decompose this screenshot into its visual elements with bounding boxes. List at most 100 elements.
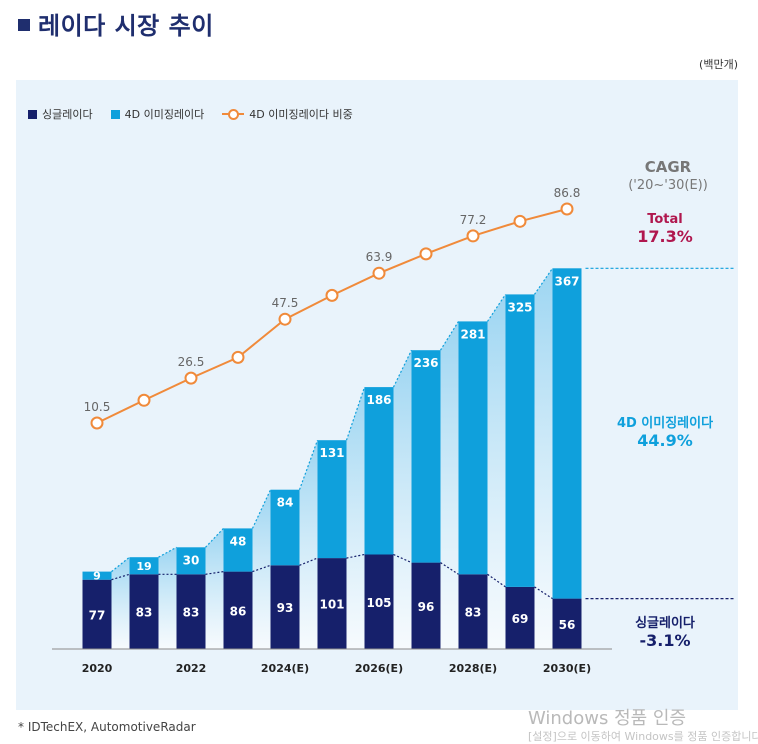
bar-single-value-label: 93 [277, 601, 294, 615]
total-trend-dotted-line [392, 349, 413, 388]
single-trend-dotted-line [299, 557, 318, 566]
bar-single [411, 562, 441, 649]
bar-imaging [505, 294, 535, 587]
bar-single [364, 554, 394, 649]
bar-connector [346, 387, 365, 649]
single-trend-dotted-line [346, 553, 365, 559]
title-square-icon [18, 19, 30, 31]
bar-single [317, 558, 347, 649]
x-tick-label: 2026(E) [355, 662, 403, 675]
bar-single-value-label: 83 [465, 606, 482, 620]
x-tick-label: 2022 [176, 662, 207, 675]
chart-legend: 싱글레이다 4D 이미징레이다 4D 이미징레이다 비중 [28, 106, 353, 122]
share-series-point [231, 350, 245, 364]
bar-single-value-label: 83 [136, 606, 153, 620]
bar-imaging-value-label: 281 [460, 327, 485, 341]
legend-imaging-swatch [110, 109, 120, 119]
bar-single [458, 574, 488, 649]
cagr-single-value: -3.1% [639, 631, 691, 650]
cagr-range: ('20~'30(E)) [628, 178, 708, 193]
cagr-total-value: 17.3% [637, 227, 693, 246]
total-trend-dotted-line [158, 546, 177, 558]
bar-single [176, 574, 206, 649]
x-tick-label: 2024(E) [261, 662, 309, 675]
bar-connector [158, 547, 177, 649]
cagr-imaging-value: 44.9% [637, 431, 693, 450]
share-value-label: 26.5 [178, 355, 205, 369]
page-title: 레이다 시장 추이 [18, 6, 214, 41]
share-series-point [560, 202, 574, 216]
legend-imaging-label: 4D 이미징레이다 [124, 108, 205, 121]
single-trend-dotted-line [252, 564, 271, 573]
bar-imaging [82, 571, 112, 580]
cagr-title: CAGR [644, 158, 692, 176]
total-trend-dotted-line [534, 267, 553, 295]
bar-imaging [223, 528, 253, 572]
bar-imaging [129, 557, 159, 575]
share-series-point [137, 393, 151, 407]
bar-imaging [364, 387, 394, 555]
bar-imaging [411, 350, 441, 563]
bar-imaging [317, 440, 347, 559]
windows-activation-watermark: Windows 정품 인증 [528, 708, 687, 729]
unit-label: (백만개) [699, 58, 738, 71]
bar-single-value-label: 86 [230, 604, 247, 618]
bar-connector [111, 557, 130, 649]
bar-single-value-label: 77 [89, 608, 106, 622]
cagr-single: 싱글레이다 -3.1% [590, 612, 740, 650]
bar-single [223, 571, 253, 649]
x-tick-label: 2030(E) [543, 662, 591, 675]
bar-imaging [270, 489, 300, 566]
bar-single-value-label: 101 [319, 598, 344, 612]
bar-imaging-value-label: 9 [93, 570, 101, 583]
total-trend-dotted-line [251, 489, 272, 529]
bar-imaging [552, 268, 582, 599]
total-trend-dotted-line [298, 439, 319, 490]
share-series-point [184, 371, 198, 385]
share-value-label: 86.8 [554, 186, 581, 200]
x-tick-label: 2020 [82, 662, 113, 675]
cagr-imaging-label: 4D 이미징레이다 [616, 416, 714, 431]
bar-connector [487, 294, 506, 649]
share-series-point [466, 229, 480, 243]
legend-single-label: 싱글레이다 [42, 108, 93, 121]
share-series-point [419, 247, 433, 261]
cagr-total: Total 17.3% [590, 212, 740, 246]
bar-single-value-label: 105 [366, 596, 391, 610]
share-value-label: 63.9 [366, 250, 393, 264]
bar-single-value-label: 56 [559, 618, 576, 632]
total-trend-dotted-line [345, 386, 366, 441]
share-value-label: 10.5 [84, 400, 111, 414]
bar-imaging-value-label: 367 [554, 274, 579, 288]
legend-item-share: 4D 이미징레이다 비중 [222, 106, 353, 122]
bar-imaging-value-label: 131 [319, 446, 344, 460]
bar-connector [393, 350, 412, 649]
single-trend-dotted-line [393, 553, 412, 564]
bar-imaging-value-label: 325 [507, 300, 532, 314]
share-series-point [278, 312, 292, 326]
bar-imaging-value-label: 84 [277, 496, 294, 510]
bar-single-value-label: 96 [418, 600, 435, 614]
page-title-text: 레이다 시장 추이 [38, 12, 214, 40]
bar-single [552, 598, 582, 649]
legend-share-line-icon [222, 109, 245, 120]
total-trend-dotted-line [487, 294, 506, 322]
single-trend-dotted-line [534, 586, 553, 600]
bar-connector [205, 528, 224, 649]
share-series-point [372, 266, 386, 280]
single-trend-dotted-line [111, 573, 130, 581]
bar-imaging-value-label: 236 [413, 356, 438, 370]
single-trend-dotted-line [205, 571, 224, 575]
bar-single [129, 574, 159, 649]
share-value-label: 47.5 [272, 296, 299, 310]
share-series-point [513, 214, 527, 228]
bar-imaging [176, 547, 206, 575]
bar-connector [534, 268, 553, 649]
total-trend-dotted-line [205, 527, 224, 548]
cagr-total-label: Total [647, 212, 683, 227]
bar-connector [252, 489, 271, 649]
bar-single [270, 565, 300, 649]
bar-imaging-value-label: 186 [366, 393, 391, 407]
legend-share-label: 4D 이미징레이다 비중 [249, 108, 353, 121]
